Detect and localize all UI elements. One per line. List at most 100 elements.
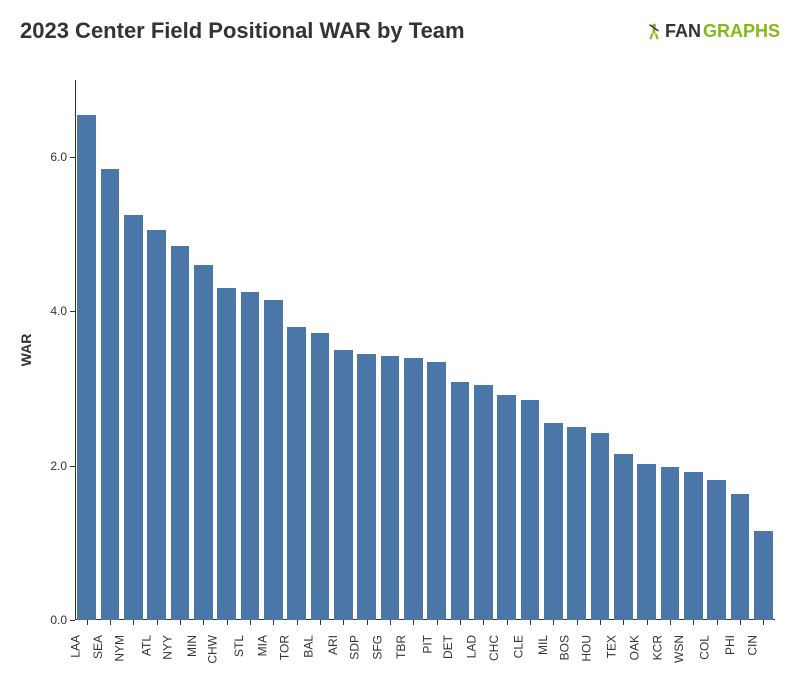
x-label-sdp: SDP <box>347 635 361 660</box>
x-tick-mark <box>577 620 578 625</box>
bar-slot <box>728 80 751 620</box>
x-tick-mark <box>180 620 181 625</box>
x-tick-mark <box>623 620 624 625</box>
bar-det <box>451 382 470 620</box>
x-label-kcr: KCR <box>650 635 664 660</box>
bar-slot <box>542 80 565 620</box>
bar-wsn <box>684 472 703 620</box>
x-tick-mark <box>460 620 461 625</box>
x-label-laa: LAA <box>68 635 82 658</box>
x-tick-mark <box>717 620 718 625</box>
bar-chc <box>497 395 516 620</box>
x-tick-mark <box>647 620 648 625</box>
x-label-nyy: NYY <box>161 635 175 660</box>
bar-slot <box>635 80 658 620</box>
bar-slot <box>262 80 285 620</box>
bar-col <box>707 480 726 620</box>
x-tick-mark <box>110 620 111 625</box>
bar-slot <box>308 80 331 620</box>
x-tick-mark <box>530 620 531 625</box>
bar-slot <box>682 80 705 620</box>
bar-slot <box>425 80 448 620</box>
bar-sea <box>101 169 120 620</box>
x-label-sfg: SFG <box>371 635 385 660</box>
bar-min <box>194 265 213 620</box>
x-label-stl: STL <box>232 635 246 657</box>
bar-slot <box>238 80 261 620</box>
bar-slot <box>518 80 541 620</box>
bar-tor <box>287 327 306 620</box>
x-tick-mark <box>437 620 438 625</box>
x-label-col: COL <box>697 635 711 660</box>
x-label-ari: ARI <box>326 635 340 655</box>
bar-slot <box>215 80 238 620</box>
x-label-sea: SEA <box>91 635 105 659</box>
x-tick-mark <box>693 620 694 625</box>
fangraphs-logo: FANGRAPHS <box>645 21 780 42</box>
bar-bal <box>311 333 330 620</box>
bar-slot <box>705 80 728 620</box>
bar-slot <box>285 80 308 620</box>
x-label-min: MIN <box>185 635 199 657</box>
bar-slot <box>145 80 168 620</box>
bar-mia <box>264 300 283 620</box>
bar-slot <box>612 80 635 620</box>
bar-slot <box>752 80 775 620</box>
bar-tex <box>614 454 633 620</box>
bar-slot <box>122 80 145 620</box>
bar-sfg <box>381 356 400 620</box>
x-label-hou: HOU <box>580 635 594 662</box>
x-tick-mark <box>273 620 274 625</box>
x-tick-mark <box>87 620 88 625</box>
y-tick-label: 4.0 <box>27 304 67 318</box>
x-label-mil: MIL <box>536 635 550 655</box>
bar-chw <box>217 288 236 620</box>
x-label-cin: CIN <box>746 635 760 656</box>
x-tick-mark <box>413 620 414 625</box>
bar-sdp <box>357 354 376 620</box>
x-label-chw: CHW <box>205 635 219 664</box>
x-tick-mark <box>250 620 251 625</box>
bar-slot <box>565 80 588 620</box>
x-label-mia: MIA <box>256 635 270 656</box>
fangraphs-batter-icon <box>645 22 663 40</box>
x-label-cle: CLE <box>511 635 525 658</box>
bar-slot <box>402 80 425 620</box>
bars-group <box>75 80 775 620</box>
bar-ari <box>334 350 353 620</box>
bar-lad <box>474 385 493 620</box>
bar-nyy <box>171 246 190 620</box>
y-tick-mark <box>70 466 75 467</box>
x-tick-mark <box>203 620 204 625</box>
x-tick-mark <box>390 620 391 625</box>
y-tick-label: 2.0 <box>27 459 67 473</box>
bar-tbr <box>404 358 423 620</box>
bar-laa <box>77 115 96 620</box>
x-label-det: DET <box>441 635 455 659</box>
x-tick-mark <box>157 620 158 625</box>
x-label-bal: BAL <box>302 635 316 658</box>
bar-hou <box>591 433 610 620</box>
x-tick-mark <box>133 620 134 625</box>
y-tick-label: 6.0 <box>27 150 67 164</box>
bar-slot <box>588 80 611 620</box>
bar-slot <box>658 80 681 620</box>
bar-slot <box>495 80 518 620</box>
bar-stl <box>241 292 260 620</box>
x-label-tex: TEX <box>605 635 619 658</box>
y-axis-label: WAR <box>18 334 34 367</box>
x-label-chc: CHC <box>487 635 501 661</box>
x-tick-mark <box>553 620 554 625</box>
chart-title: 2023 Center Field Positional WAR by Team <box>20 18 465 44</box>
bar-slot <box>472 80 495 620</box>
bar-cin <box>754 531 773 620</box>
bar-cle <box>521 400 540 620</box>
x-tick-mark <box>600 620 601 625</box>
bar-slot <box>192 80 215 620</box>
x-label-oak: OAK <box>627 635 641 660</box>
x-tick-mark <box>343 620 344 625</box>
y-tick-mark <box>70 311 75 312</box>
x-tick-mark <box>507 620 508 625</box>
x-tick-mark <box>763 620 764 625</box>
x-tick-mark <box>670 620 671 625</box>
